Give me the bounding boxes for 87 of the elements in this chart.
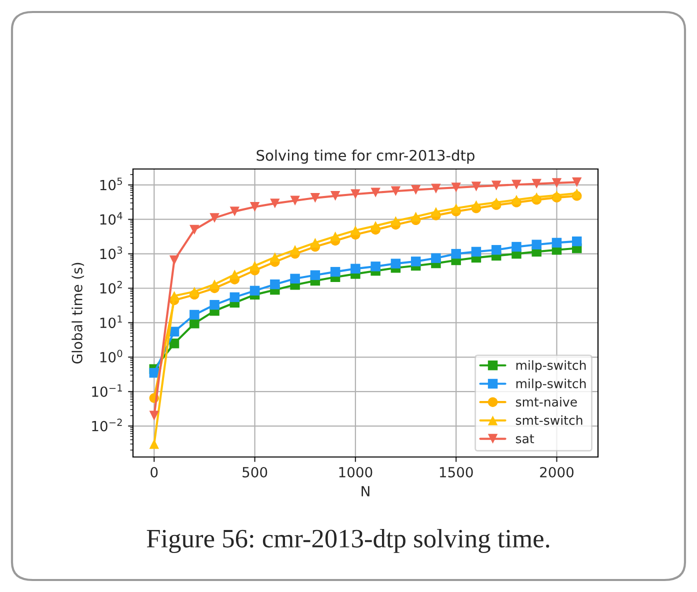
- point: [491, 245, 502, 255]
- point: [149, 439, 159, 449]
- x-tick-label: 500: [242, 466, 268, 478]
- point: [532, 240, 542, 250]
- y-tick-label: 10$^{1}$: [100, 315, 122, 328]
- point: [230, 206, 240, 216]
- point: [451, 182, 461, 192]
- point: [491, 198, 502, 208]
- x-tick-label: 1500: [440, 466, 473, 478]
- point: [250, 202, 260, 212]
- point: [512, 242, 522, 252]
- point: [410, 184, 421, 195]
- point: [190, 286, 200, 296]
- point: [290, 196, 300, 206]
- point: [491, 180, 502, 190]
- point: [431, 207, 441, 217]
- point: [330, 191, 340, 201]
- point: [330, 266, 340, 277]
- point: [390, 186, 401, 196]
- point: [370, 188, 380, 198]
- point: [370, 262, 380, 272]
- chart-title: Solving time for cmr-2013-dtp: [256, 150, 474, 164]
- point: [210, 213, 220, 223]
- legend-label: sat: [516, 434, 534, 444]
- point: [210, 279, 220, 290]
- legend-label: milp-switch: [516, 378, 586, 391]
- point: [512, 194, 522, 205]
- point: [350, 225, 360, 236]
- point: [572, 177, 582, 188]
- y-tick-label: 10$^{2}$: [100, 280, 122, 294]
- point: [250, 260, 260, 271]
- point: [350, 264, 360, 274]
- point: [270, 252, 280, 262]
- point: [270, 279, 280, 290]
- point: [532, 178, 542, 189]
- point: [270, 198, 280, 208]
- point: [410, 212, 421, 222]
- point: [572, 236, 582, 246]
- point: [230, 292, 240, 302]
- point: [451, 248, 461, 259]
- point: [230, 270, 240, 280]
- x-tick-label: 2000: [540, 466, 574, 478]
- y-tick-label: 10$^{5}$: [100, 178, 122, 190]
- point: [169, 255, 180, 266]
- x-tick-label: 0: [150, 466, 158, 478]
- point: [370, 220, 380, 231]
- y-tick-label: 10$^{4}$: [100, 212, 122, 225]
- point: [532, 192, 542, 202]
- point: [250, 286, 260, 296]
- point: [330, 232, 340, 242]
- y-axis-title: Global time (s): [72, 262, 84, 364]
- point: [471, 182, 482, 192]
- x-tick-label: 1000: [339, 466, 372, 478]
- point: [210, 300, 220, 310]
- point: [350, 189, 360, 200]
- point: [410, 256, 421, 266]
- point: [471, 200, 482, 210]
- legend-label: milp-switch: [516, 360, 586, 372]
- point: [431, 184, 441, 194]
- y-tick-label: 10$^{−2}$: [92, 418, 122, 432]
- point: [310, 193, 320, 203]
- point: [431, 253, 441, 263]
- legend-label: smt-switch: [516, 415, 582, 425]
- point: [149, 410, 159, 421]
- point: [512, 180, 522, 190]
- point: [552, 238, 562, 248]
- y-tick-label: 10$^{3}$: [100, 246, 122, 260]
- x-axis-title: N: [362, 486, 370, 496]
- point: [390, 258, 401, 268]
- point: [572, 188, 582, 198]
- point: [310, 238, 320, 248]
- legend-label: smt-naive: [516, 396, 577, 407]
- y-tick-label: 10$^{0}$: [100, 350, 122, 362]
- point: [169, 338, 180, 348]
- caption: Figure 56: cmr-2013-dtp solving time.: [146, 528, 550, 554]
- point: [310, 270, 320, 280]
- point: [471, 246, 482, 257]
- point: [169, 291, 180, 301]
- point: [190, 310, 200, 320]
- point: [451, 203, 461, 214]
- point: [290, 245, 300, 255]
- point: [190, 224, 200, 235]
- point: [290, 274, 300, 284]
- point: [390, 216, 401, 226]
- point: [552, 178, 562, 188]
- point: [552, 190, 562, 200]
- y-tick-label: 10$^{−1}$: [92, 384, 122, 397]
